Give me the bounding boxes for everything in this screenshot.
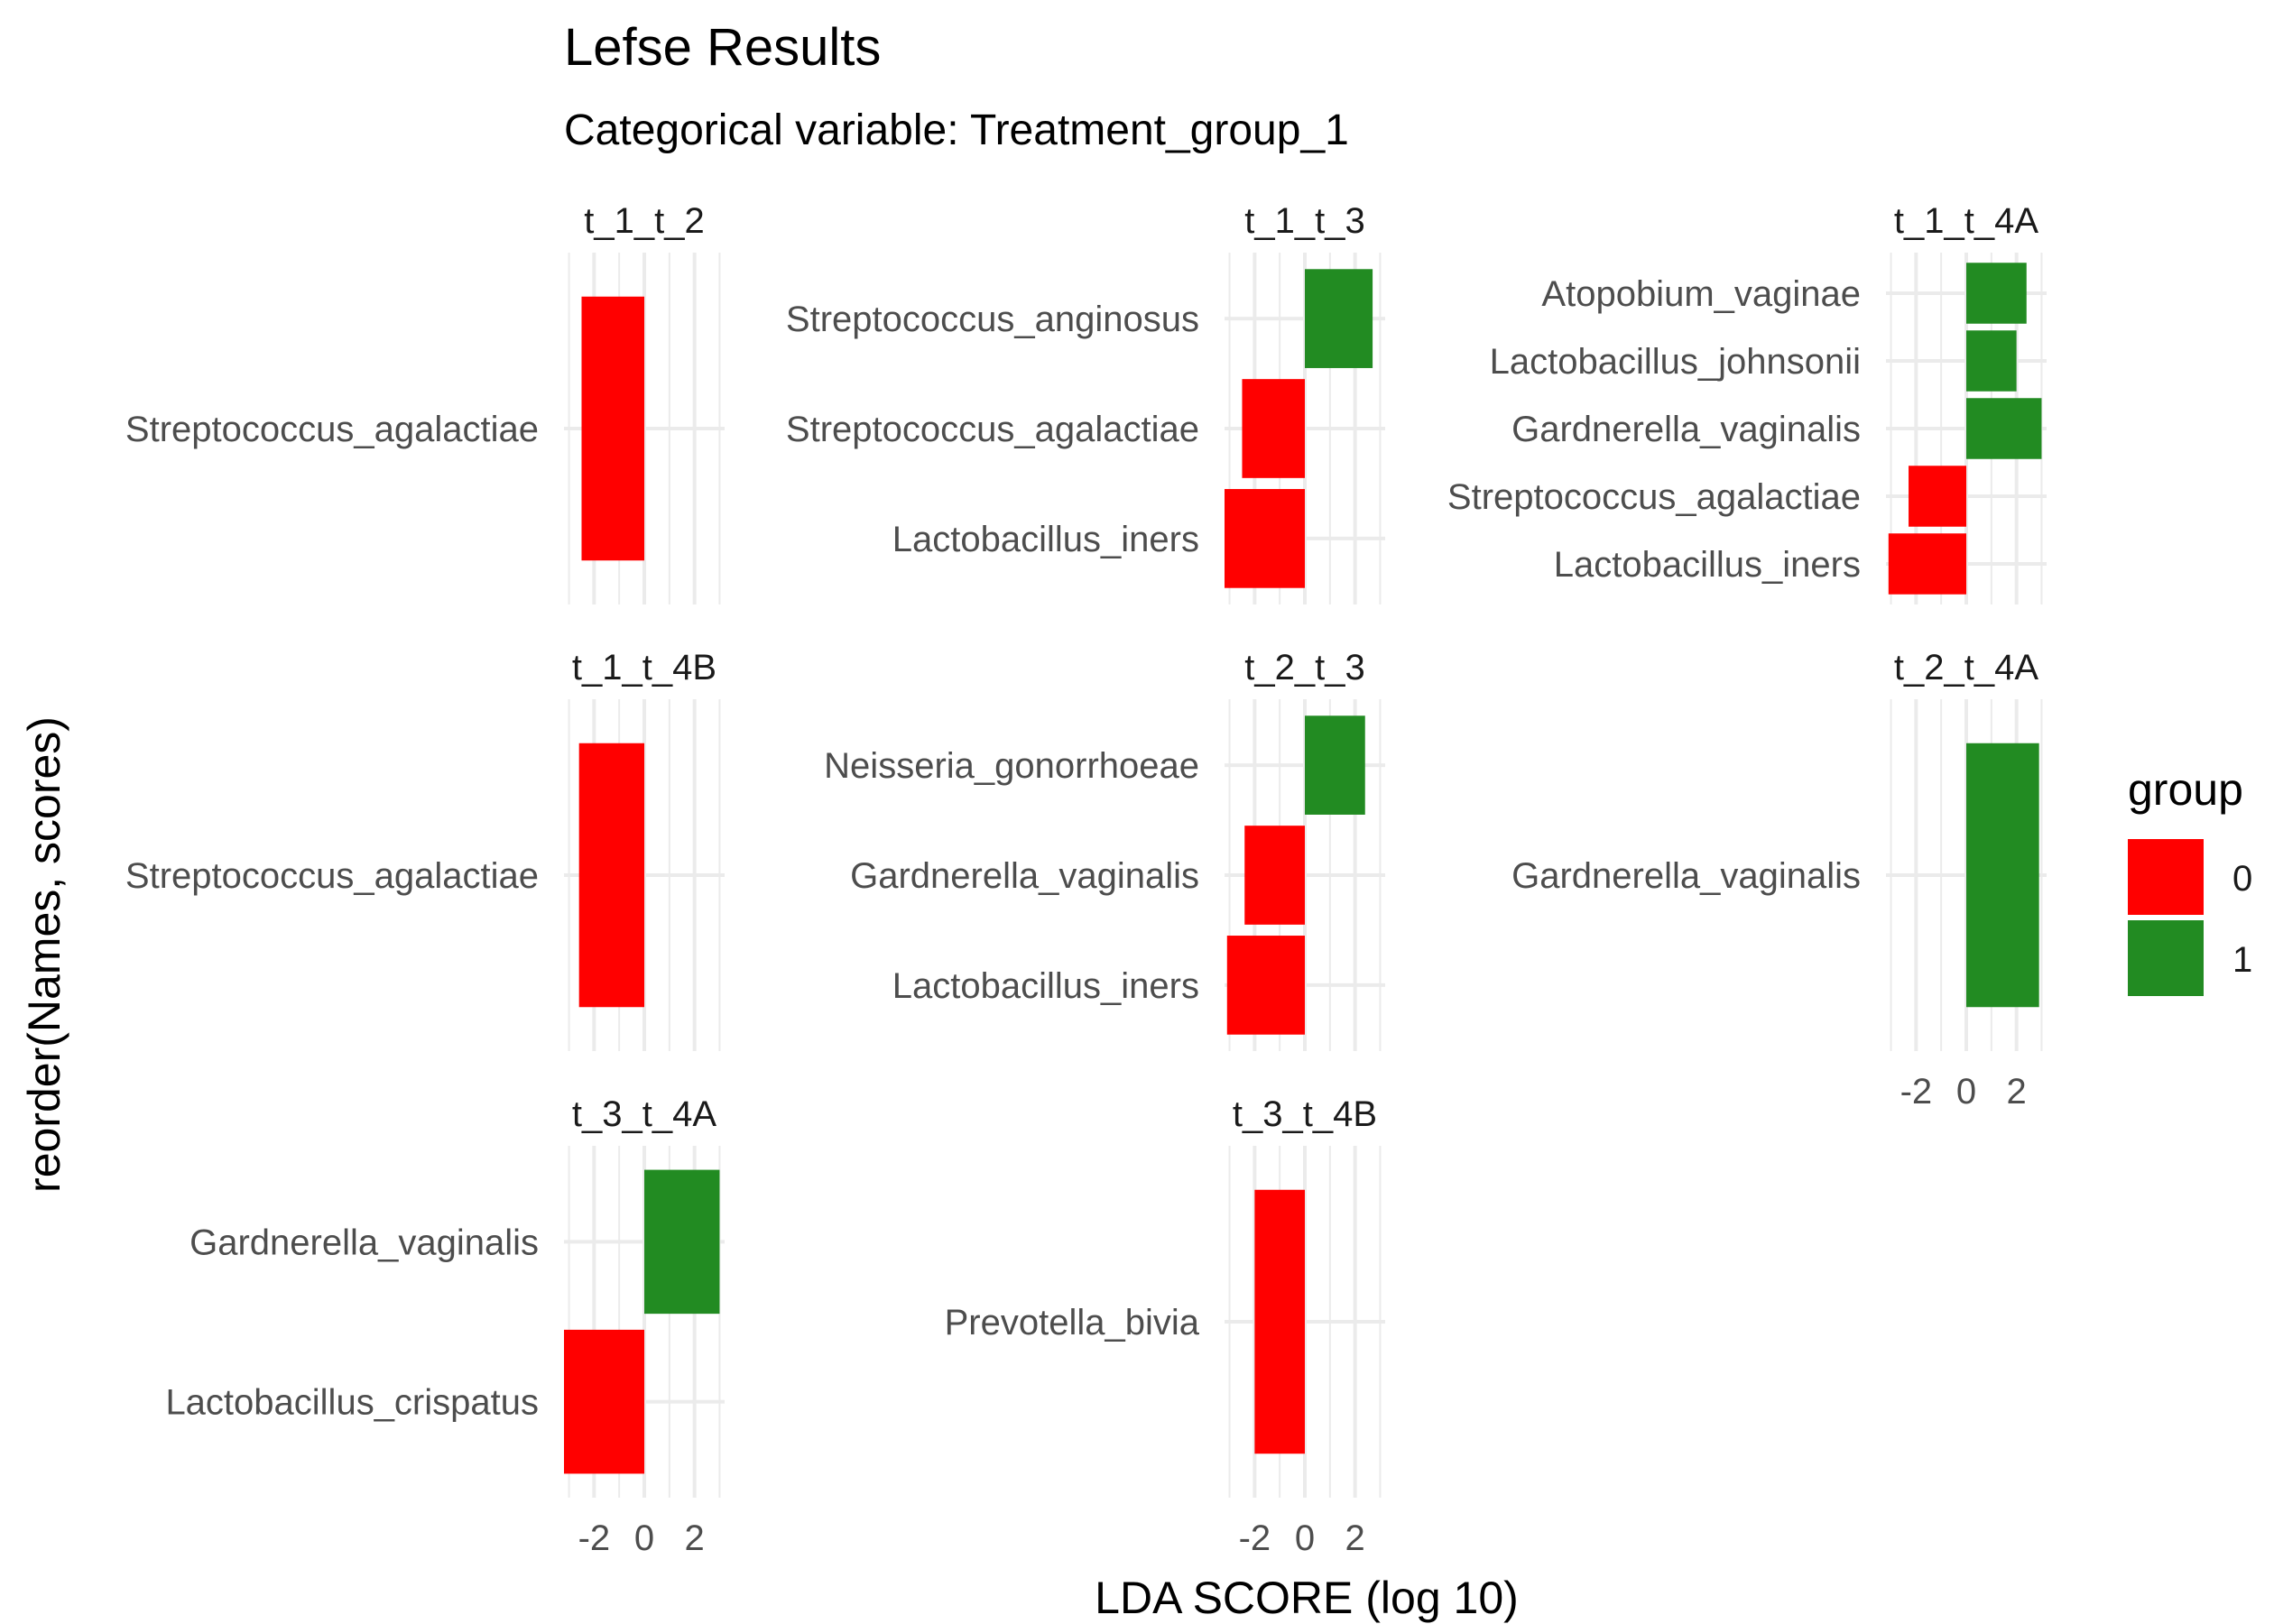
facet-strip-label: t_1_t_3	[1244, 201, 1364, 241]
bar-gardnerella-vaginalis	[1966, 743, 2039, 1008]
x-tick-label: 0	[1295, 1518, 1315, 1558]
x-axis-label: LDA SCORE (log 10)	[1095, 1573, 1519, 1623]
y-tick-label: Gardnerella_vaginalis	[1511, 856, 1861, 896]
facet-panel-t_1_t_4B: t_1_t_4B Streptococcus_agalactiae	[125, 648, 725, 1051]
facet-strip-label: t_1_t_4B	[572, 648, 716, 687]
bar-streptococcus-anginosus	[1305, 269, 1373, 368]
facet-panel-t_3_t_4A: t_3_t_4A Gardnerella_vaginalis Lactobacill…	[165, 1094, 725, 1558]
y-tick-label: Lactobacillus_iners	[1554, 545, 1861, 585]
y-tick-label: Streptococcus_agalactiae	[1447, 477, 1861, 517]
facet-panel-t_2_t_4A: t_2_t_4A Gardnerella_vaginalis -2 0 2	[1511, 648, 2047, 1112]
legend-title: group	[2128, 764, 2243, 815]
bar-streptococcus-agalactiae	[1242, 379, 1305, 478]
bar-streptococcus-agalactiae	[581, 296, 644, 561]
bar-lactobacillus-crispatus	[564, 1329, 644, 1474]
bar-prevotella-bivia	[1254, 1189, 1305, 1454]
x-tick-label: 2	[685, 1518, 705, 1558]
facet-strip-label: t_1_t_2	[584, 201, 704, 241]
x-tick-label: -2	[578, 1518, 611, 1558]
y-tick-label: Gardnerella_vaginalis	[190, 1223, 539, 1262]
bar-streptococcus-agalactiae	[578, 743, 644, 1008]
y-axis-label: reorder(Names, scores)	[19, 716, 69, 1193]
y-tick-label: Atopobium_vaginae	[1541, 274, 1861, 314]
y-tick-label: Prevotella_bivia	[945, 1303, 1200, 1343]
y-tick-label: Neisseria_gonorrhoeae	[824, 746, 1199, 786]
chart-subtitle: Categorical variable: Treatment_group_1	[564, 106, 1349, 154]
legend-label: 1	[2232, 940, 2252, 980]
bar-neisseria-gonorrhoeae	[1305, 715, 1365, 815]
facet-panel-t_1_t_3: t_1_t_3 Streptococcus_anginosus Streptococ…	[786, 201, 1385, 604]
y-tick-label: Gardnerella_vaginalis	[1511, 410, 1861, 449]
x-tick-label: 2	[1345, 1518, 1365, 1558]
facet-panels: t_1_t_2 Streptococcus_agalactiae t_1_t_3 St…	[125, 201, 2047, 1558]
bar-lactobacillus-iners	[1226, 936, 1305, 1035]
bar-streptococcus-agalactiae	[1909, 466, 1966, 527]
facet-panel-t_3_t_4B: t_3_t_4B Prevotella_bivia -2 0 2	[945, 1094, 1385, 1558]
facet-strip-label: t_1_t_4A	[1894, 201, 2038, 241]
chart-title: Lefse Results	[564, 18, 881, 77]
y-tick-label: Lactobacillus_crispatus	[165, 1383, 539, 1423]
facet-panel-t_1_t_2: t_1_t_2 Streptococcus_agalactiae	[125, 201, 725, 604]
y-tick-label: Streptococcus_agalactiae	[125, 856, 539, 896]
y-tick-label: Lactobacillus_iners	[892, 966, 1199, 1006]
y-tick-label: Lactobacillus_johnsonii	[1490, 342, 1861, 382]
facet-strip-label: t_3_t_4A	[572, 1094, 716, 1134]
bar-atopobium-vaginae	[1966, 263, 2027, 324]
y-tick-label: Streptococcus_agalactiae	[125, 410, 539, 449]
y-tick-label: Lactobacillus_iners	[892, 520, 1199, 559]
facet-strip-label: t_3_t_4B	[1233, 1094, 1377, 1134]
y-tick-label: Gardnerella_vaginalis	[850, 856, 1199, 896]
x-tick-label: -2	[1900, 1072, 1933, 1112]
bar-gardnerella-vaginalis	[1966, 398, 2042, 459]
legend-label: 0	[2232, 859, 2252, 899]
bar-lactobacillus-iners	[1225, 489, 1305, 588]
legend-key-0	[2128, 839, 2204, 915]
x-tick-label: -2	[1239, 1518, 1271, 1558]
y-tick-label: Streptococcus_agalactiae	[786, 410, 1199, 449]
legend: group 0 1	[2128, 764, 2252, 996]
facet-panel-t_1_t_4A: t_1_t_4A Atopobium_vaginae Lactobacillus_j…	[1447, 201, 2047, 604]
x-tick-label: 0	[634, 1518, 654, 1558]
x-tick-label: 0	[1956, 1072, 1976, 1112]
facet-panel-t_2_t_3: t_2_t_3 Neisseria_gonorrhoeae Gardnerella_…	[824, 648, 1385, 1051]
bar-gardnerella-vaginalis	[1244, 826, 1305, 925]
legend-key-1	[2128, 920, 2204, 996]
facet-strip-label: t_2_t_4A	[1894, 648, 2038, 687]
x-tick-label: 2	[2007, 1072, 2027, 1112]
facet-strip-label: t_2_t_3	[1244, 648, 1364, 687]
y-tick-label: Streptococcus_anginosus	[786, 300, 1199, 339]
bar-gardnerella-vaginalis	[644, 1169, 720, 1315]
bar-lactobacillus-iners	[1888, 533, 1966, 595]
bar-lactobacillus-johnsonii	[1966, 330, 2017, 392]
